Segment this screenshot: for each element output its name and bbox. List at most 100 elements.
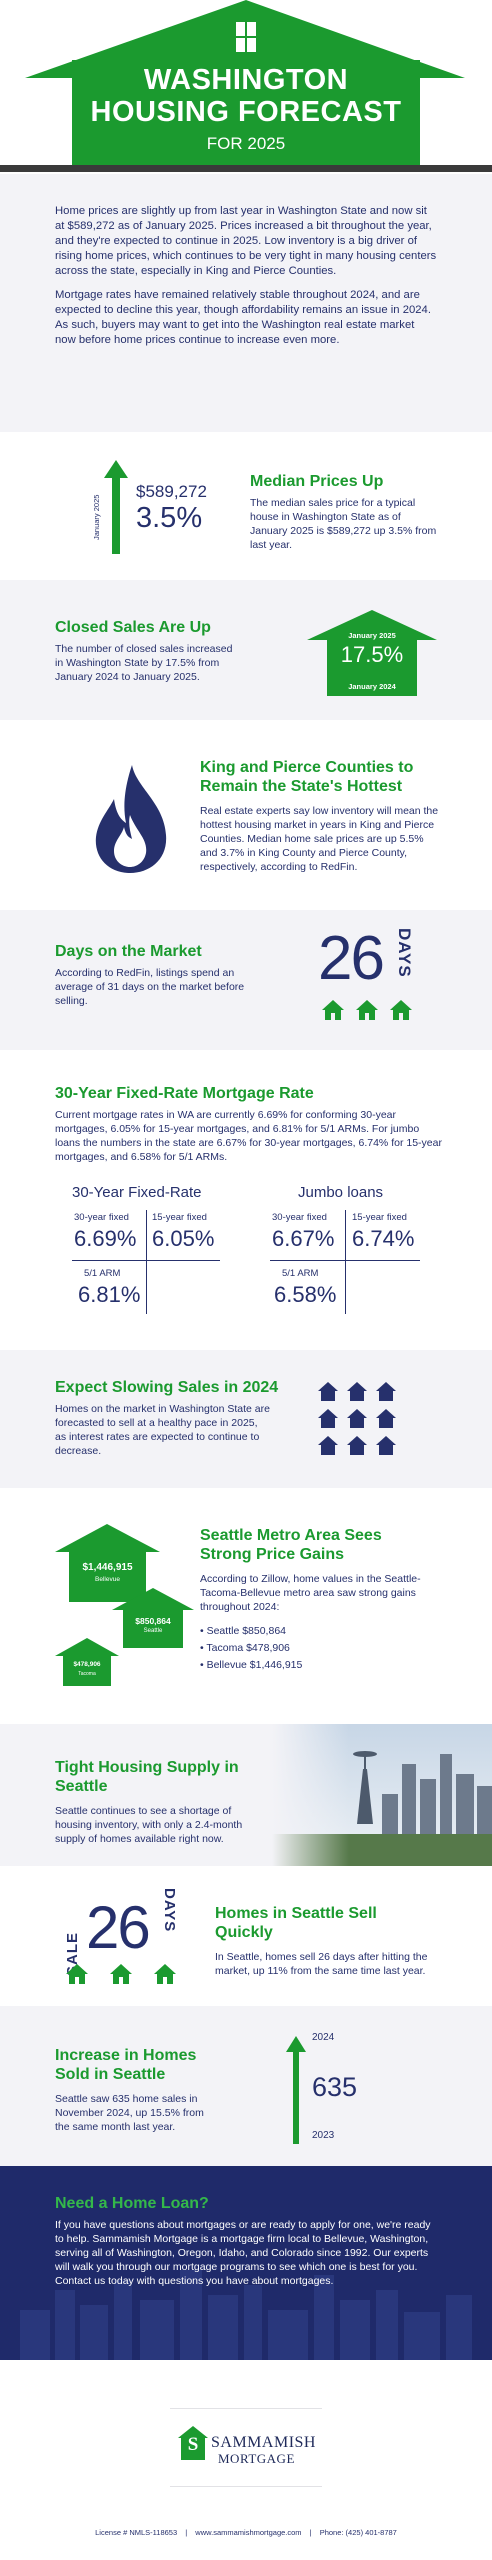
logo-line2: MORTGAGE (218, 2451, 295, 2466)
increase-number: 635 (312, 2072, 358, 2102)
median-price-value: $589,272 (136, 482, 207, 501)
supply-heading-line1: Tight Housing Supply in (55, 1759, 239, 1776)
sell-body: In Seattle, homes sell 26 days after hit… (215, 1951, 428, 1977)
footer-contact-line: License # NMLS-118653 | www.sammamishmor… (0, 2528, 492, 2537)
intro-paragraph-2: Mortgage rates have remained relatively … (55, 289, 431, 346)
rates-left-c1-value: 6.69% (74, 1226, 137, 1251)
gains-heading-line1: Seattle Metro Area Sees (200, 1527, 382, 1544)
rates-left-title: 30-Year Fixed-Rate (72, 1184, 202, 1201)
house-icon-tacoma (55, 1638, 119, 1686)
house1-value: $1,446,915 (82, 1562, 133, 1573)
sell-heading-line2: Quickly (215, 1924, 273, 1941)
rates-right-title: Jumbo loans (298, 1184, 384, 1201)
house-roof-graphic (25, 0, 465, 165)
counties-section: King and Pierce Counties to Remain the S… (0, 720, 492, 910)
loan-body: If you have questions about mortgages or… (55, 2219, 431, 2287)
closed-heading: Closed Sales Are Up (55, 619, 211, 636)
footer-license: License # NMLS-118653 (95, 2528, 178, 2537)
house-icon (307, 610, 437, 696)
sell-heading-line1: Homes in Seattle Sell (215, 1905, 377, 1922)
closed-house-top-label: January 2025 (348, 631, 396, 640)
city-skyline-graphic (20, 2270, 472, 2360)
header: WASHINGTON HOUSING FORECAST FOR 2025 (0, 0, 492, 172)
gains-list-item: • Seattle $850,864 (200, 1625, 286, 1637)
counties-heading-line1: King and Pierce Counties to (200, 759, 414, 776)
increase-heading-line2: Sold in Seattle (55, 2066, 166, 2083)
logo-letter: S (187, 2434, 199, 2455)
rates-heading: 30-Year Fixed-Rate Mortgage Rate (55, 1085, 314, 1102)
house-icon-bellevue (55, 1524, 160, 1602)
closed-sales-section: Closed Sales Are Up The number of closed… (0, 580, 492, 720)
loan-heading: Need a Home Loan? (55, 2195, 209, 2212)
house2-value: $850,864 (135, 1616, 171, 1626)
footer-website-link[interactable]: www.sammamishmortgage.com (195, 2528, 302, 2537)
rates-left-vdivider (146, 1210, 147, 1314)
page-title-line2: HOUSING FORECAST (90, 96, 402, 128)
window-icon (236, 22, 256, 52)
supply-body: Seattle continues to see a shortage of h… (55, 1805, 243, 1845)
house3-label: Tacoma (78, 1671, 96, 1677)
page-title-line1: WASHINGTON (143, 64, 349, 96)
rates-body: Current mortgage rates in WA are current… (55, 1109, 442, 1163)
closed-body: The number of closed sales increased in … (55, 643, 233, 683)
footer-top-rule (170, 2408, 322, 2409)
closed-house-bottom-label: January 2024 (348, 682, 396, 691)
supply-heading-line2: Seattle (55, 1778, 108, 1795)
counties-body: Real estate experts say low inventory wi… (200, 805, 439, 873)
house-icon-seattle (112, 1588, 194, 1648)
supply-section: Tight Housing Supply in Seattle Seattle … (0, 1724, 492, 1866)
days-section: Days on the Market According to RedFin, … (0, 910, 492, 1050)
rates-left-c3-value: 6.81% (78, 1282, 141, 1307)
houses-icon-row (322, 1000, 412, 1020)
gains-heading-line2: Strong Price Gains (200, 1546, 345, 1563)
rates-right-vdivider (345, 1210, 346, 1314)
home-loan-section: Need a Home Loan? If you have questions … (0, 2166, 492, 2360)
closed-house-pct: 17.5% (340, 642, 404, 667)
footer-phone[interactable]: Phone: (425) 401-8787 (319, 2528, 397, 2537)
logo-line1: SAMMAMISH (211, 2434, 316, 2451)
rates-section: 30-Year Fixed-Rate Mortgage Rate Current… (0, 1050, 492, 1350)
increase-year-bottom: 2023 (312, 2130, 335, 2141)
footer: S SAMMAMISH MORTGAGE License # NMLS-1186… (0, 2360, 492, 2560)
median-body: The median sales price for a typical hou… (250, 497, 437, 551)
sell-unit-label: DAYS (161, 1888, 178, 1933)
rates-right-c3-label: 5/1 ARM (282, 1268, 319, 1279)
intro-section: Home prices are slightly up from last ye… (0, 174, 492, 432)
house3-value: $478,906 (73, 1661, 101, 1668)
footer-separator: | (185, 2528, 188, 2537)
up-arrow-icon (104, 460, 128, 554)
header-divider (0, 165, 492, 172)
rates-left-hdivider (72, 1260, 220, 1261)
houses-icon-row (66, 1964, 176, 1984)
days-unit-label: DAYS (395, 928, 414, 978)
rates-left-c3-label: 5/1 ARM (84, 1268, 121, 1279)
house-grid-icon (318, 1382, 396, 1455)
sell-section: SALE 26 DAYS Homes in Seattle Sell Quick… (0, 1866, 492, 2006)
increase-heading-line1: Increase in Homes (55, 2047, 197, 2064)
days-body: According to RedFin, listings spend an a… (55, 967, 245, 1007)
sell-number: 26 (86, 1894, 151, 1961)
increase-year-top: 2024 (312, 2032, 335, 2043)
median-price-pct: 3.5% (136, 502, 203, 534)
days-number: 26 (318, 924, 385, 993)
footer-bottom-rule (170, 2486, 322, 2487)
rates-left-c1-label: 30-year fixed (74, 1212, 129, 1223)
rates-right-c2-label: 15-year fixed (352, 1212, 407, 1223)
slowing-body: Homes on the market in Washington State … (55, 1403, 270, 1457)
median-heading: Median Prices Up (250, 473, 384, 490)
flame-icon (95, 765, 167, 873)
increase-section: Increase in Homes Sold in Seattle Seattl… (0, 2006, 492, 2166)
rates-left-c2-label: 15-year fixed (152, 1212, 207, 1223)
company-logo[interactable]: S SAMMAMISH MORTGAGE (178, 2426, 316, 2470)
arrow-date-label: January 2025 (92, 494, 101, 540)
slowing-heading: Expect Slowing Sales in 2024 (55, 1379, 279, 1396)
days-heading: Days on the Market (55, 943, 202, 960)
gains-list-item: • Bellevue $1,446,915 (200, 1659, 303, 1671)
rates-left-c2-value: 6.05% (152, 1226, 215, 1251)
logo-house-icon (178, 2426, 208, 2460)
counties-heading-line2: Remain the State's Hottest (200, 778, 403, 795)
seattle-skyline-photo (272, 1724, 492, 1866)
seattle-gains-section: $1,446,915 Bellevue $850,864 Seattle $47… (0, 1488, 492, 1724)
rates-right-c1-label: 30-year fixed (272, 1212, 327, 1223)
median-prices-section: January 2025 $589,272 3.5% Median Prices… (0, 432, 492, 580)
